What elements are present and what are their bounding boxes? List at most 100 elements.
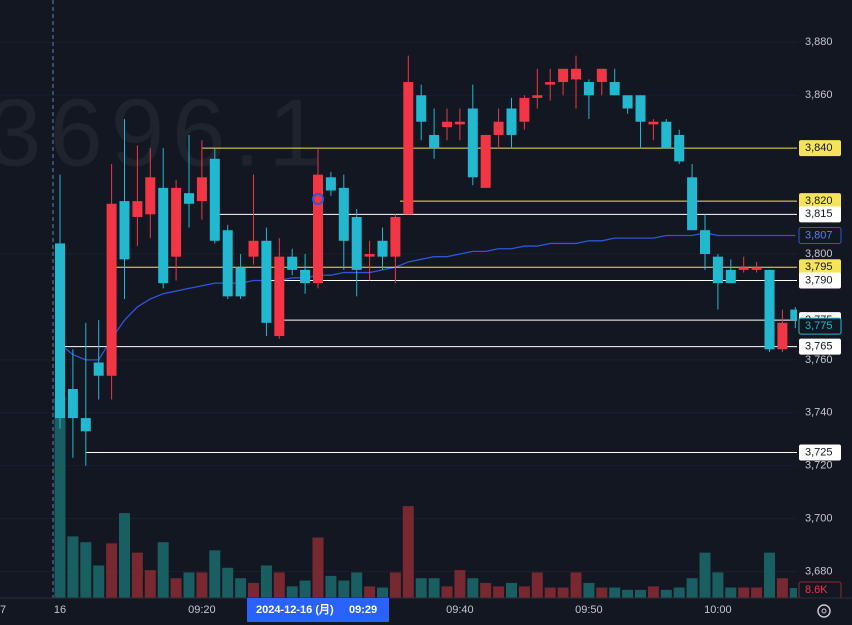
candle-body [287,256,298,270]
candle-body [583,82,594,96]
candle-body [93,362,104,376]
candle-body [790,309,801,321]
gear-center[interactable] [821,608,827,614]
volume-bar [196,572,208,598]
volume-bar [364,586,376,598]
candle-body [558,68,569,83]
volume-bar [260,565,272,598]
candle-body [106,203,117,376]
volume-bar [377,587,388,598]
volume-bar [157,542,169,598]
volume-bar [583,582,595,598]
candle-body [700,230,710,255]
candle-body [145,177,156,215]
candle-body [184,193,194,204]
price-line-label: 3,815 [805,208,833,220]
volume-bar [635,589,646,598]
y-tick-label: 3,740 [805,407,833,419]
volume-bar [428,578,440,598]
candle-body [725,269,736,284]
volume-bar [209,550,221,598]
volume-bar [119,513,130,598]
crosshair-time: 09:29 [349,604,377,616]
price-line-label: 3,820 [805,195,833,207]
volume-bar [144,570,156,598]
volume-bar [273,572,285,598]
volume-bar [506,582,517,598]
candle-body [119,201,130,260]
candle-body [390,216,401,257]
last-price-label: 3,775 [805,320,833,332]
volume-bar [647,586,659,598]
price-line-box [799,444,841,461]
crosshair-time-box [247,598,389,622]
x-tick-label: 10:00 [704,604,732,616]
candle-body [506,108,517,135]
candle-body [467,108,478,178]
candle-body [442,121,452,128]
volume-bar [67,536,79,598]
y-tick-label: 3,880 [805,36,833,48]
candle-body [274,256,285,337]
candle-body [416,95,427,122]
candle-body [235,267,246,297]
settings-icon[interactable] [817,604,831,618]
volume-bar [725,587,737,598]
volume-bar [170,578,182,598]
candle-body [493,121,504,135]
price-line-box [799,272,841,289]
candle-body [648,121,659,125]
ma-value-label: 3,807 [805,229,833,241]
ma-value-box [798,226,842,244]
candle-body [635,95,646,122]
price-line-label: 3,795 [805,261,833,273]
candle-body [364,254,375,257]
volume-bar [609,587,621,598]
candle-body [55,243,65,419]
candle-body [300,269,311,284]
volume-bar [518,586,530,598]
gear[interactable] [817,604,831,618]
volume-bar [222,567,234,598]
candle-body [377,240,388,257]
price-line-label: 3,765 [805,341,833,353]
x-tick-label: 7 [0,604,6,616]
x-tick-label: 16 [54,604,66,616]
candle-body [429,134,440,149]
x-tick-label: 09:40 [446,604,474,616]
candle-body [248,240,259,257]
volume-bar [338,580,350,598]
volume-bar [570,572,582,598]
volume-bar [557,587,569,598]
candle-body [132,201,143,217]
volume-bar [699,552,711,598]
candle-body [158,187,169,284]
volume-value-label: 8.6K [805,584,828,596]
candle-body [545,82,556,85]
volume-bar [789,588,801,598]
volume-bar [351,572,363,598]
candle-body [480,134,491,188]
volume-bar [248,582,259,598]
candle-body [403,82,414,215]
y-tick-label: 3,860 [805,89,833,101]
candle-body [532,95,543,98]
candle-body [519,97,530,122]
candle-body [313,174,323,284]
candle-body [338,187,349,241]
volume-bar [596,587,608,598]
crosshair-marker [312,193,324,205]
candle-body [222,230,233,297]
y-tick-label: 3,700 [805,513,833,525]
price-line-label: 3,725 [805,446,833,458]
y-tick-label: 3,760 [805,354,833,366]
candle-body [171,187,182,257]
price-line-box [799,206,841,223]
volume-bar [751,587,763,598]
x-tick-label: 09:50 [575,604,603,616]
candle-body [751,267,762,270]
price-line-box [799,259,841,276]
volume-bar [441,586,453,598]
volume-bar [299,580,311,598]
